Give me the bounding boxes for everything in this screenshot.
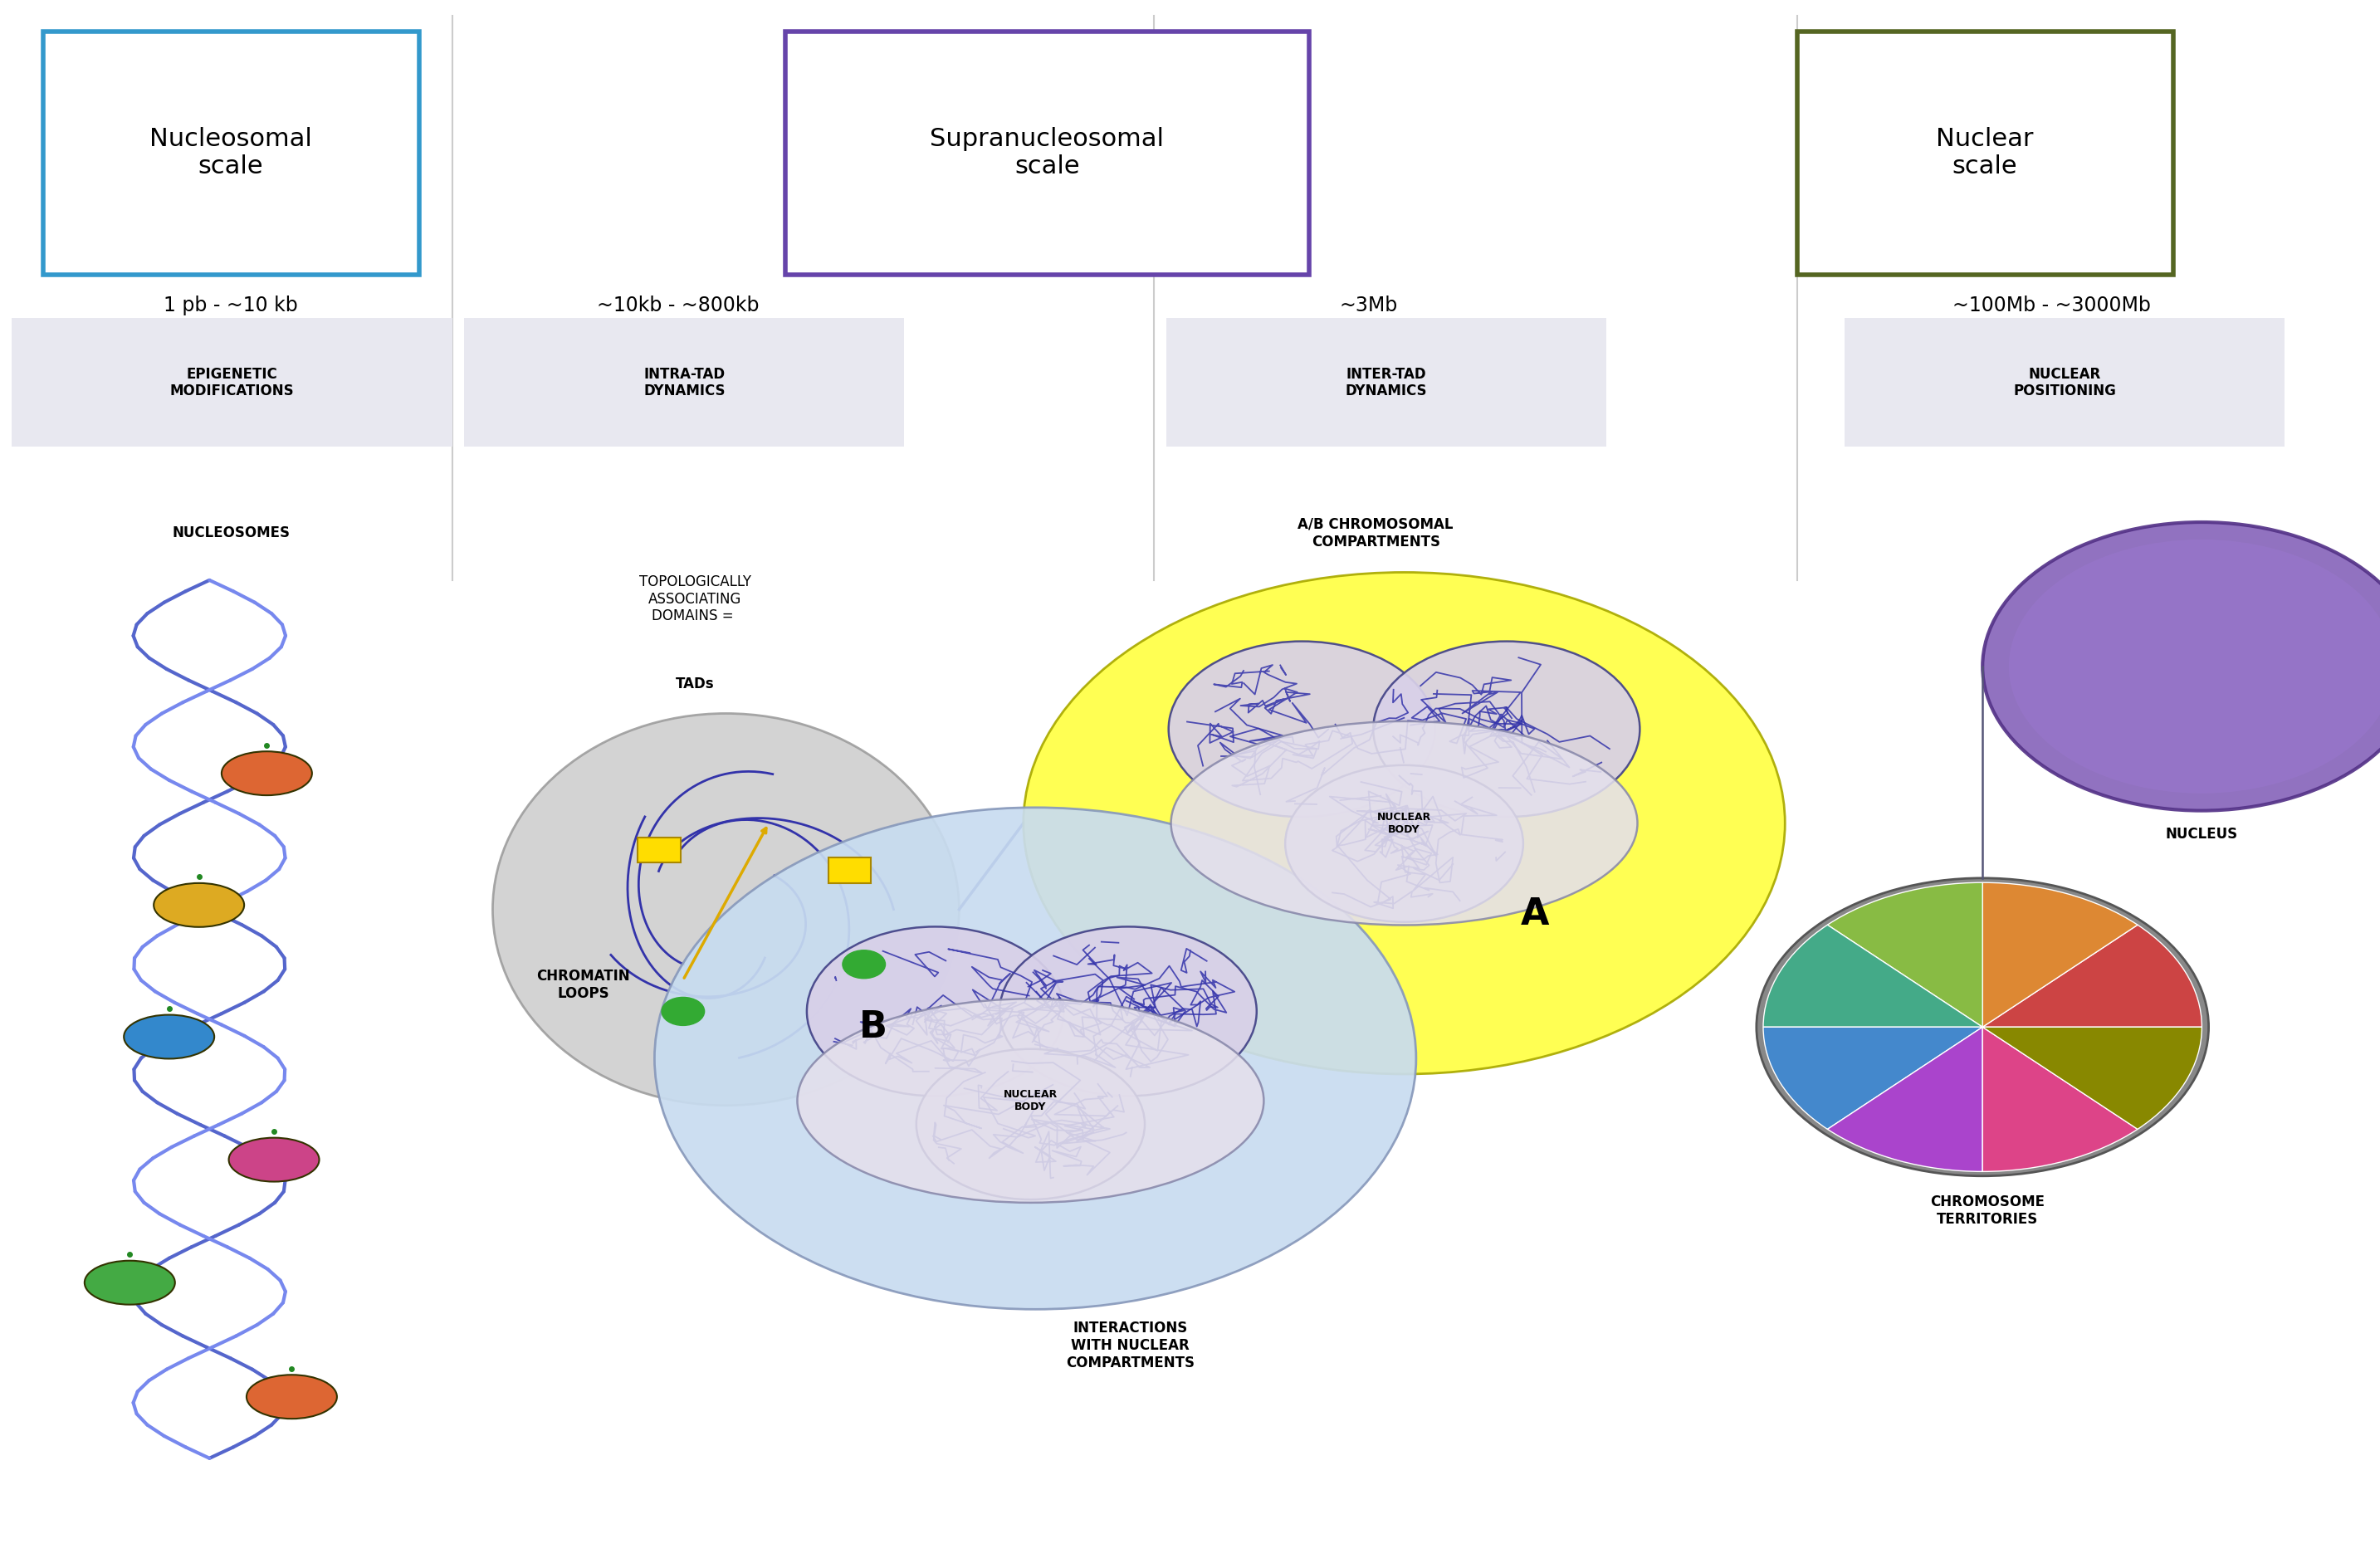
FancyBboxPatch shape: [43, 31, 419, 274]
Ellipse shape: [155, 883, 245, 927]
Circle shape: [1373, 641, 1640, 817]
Wedge shape: [1828, 883, 1983, 1027]
FancyBboxPatch shape: [828, 858, 871, 883]
Text: ~10kb - ~800kb: ~10kb - ~800kb: [597, 296, 759, 315]
Wedge shape: [1764, 1027, 1983, 1129]
Text: CHROMATIN
LOOPS: CHROMATIN LOOPS: [536, 969, 631, 1000]
Text: EPIGENETIC
MODIFICATIONS: EPIGENETIC MODIFICATIONS: [169, 367, 295, 398]
Ellipse shape: [228, 1138, 319, 1182]
Circle shape: [843, 950, 885, 978]
Wedge shape: [1983, 1027, 2137, 1171]
Text: NUCLEOSOMES: NUCLEOSOMES: [171, 525, 290, 541]
Circle shape: [2009, 539, 2380, 793]
Text: A/B CHROMOSOMAL
COMPARTMENTS: A/B CHROMOSOMAL COMPARTMENTS: [1297, 517, 1454, 549]
Text: ~3Mb: ~3Mb: [1340, 296, 1397, 315]
FancyBboxPatch shape: [1797, 31, 2173, 274]
Text: CHROMOSOME
TERRITORIES: CHROMOSOME TERRITORIES: [1930, 1195, 2044, 1226]
Ellipse shape: [86, 1261, 176, 1305]
Wedge shape: [1828, 1027, 1983, 1171]
Text: NUCLEUS: NUCLEUS: [2166, 826, 2237, 842]
Circle shape: [1023, 572, 1785, 1074]
FancyBboxPatch shape: [464, 318, 904, 447]
Text: B: B: [859, 1010, 888, 1044]
Text: ~100Mb - ~3000Mb: ~100Mb - ~3000Mb: [1952, 296, 2152, 315]
Circle shape: [807, 927, 1064, 1096]
Circle shape: [1983, 522, 2380, 811]
FancyBboxPatch shape: [12, 318, 452, 447]
Ellipse shape: [124, 1014, 214, 1058]
Circle shape: [1000, 927, 1257, 1096]
Text: A: A: [1521, 897, 1549, 931]
Text: NUCLEAR
POSITIONING: NUCLEAR POSITIONING: [2013, 367, 2116, 398]
Circle shape: [1756, 878, 2209, 1176]
Text: Nuclear
scale: Nuclear scale: [1937, 127, 2033, 179]
Text: INTERACTIONS
WITH NUCLEAR
COMPARTMENTS: INTERACTIONS WITH NUCLEAR COMPARTMENTS: [1066, 1320, 1195, 1370]
Ellipse shape: [221, 751, 312, 795]
FancyBboxPatch shape: [785, 31, 1309, 274]
Text: Nucleosomal
scale: Nucleosomal scale: [150, 127, 312, 179]
Text: NUCLEAR
BODY: NUCLEAR BODY: [1004, 1090, 1057, 1112]
Circle shape: [662, 997, 704, 1025]
Text: NUCLEAR
BODY: NUCLEAR BODY: [1378, 812, 1430, 834]
FancyBboxPatch shape: [1166, 318, 1607, 447]
Ellipse shape: [493, 713, 959, 1105]
Text: INTRA-TAD
DYNAMICS: INTRA-TAD DYNAMICS: [643, 367, 726, 398]
Wedge shape: [1983, 1027, 2202, 1129]
Text: 1 pb - ~10 kb: 1 pb - ~10 kb: [164, 296, 298, 315]
Text: INTER-TAD
DYNAMICS: INTER-TAD DYNAMICS: [1345, 367, 1428, 398]
Text: TADs: TADs: [676, 676, 714, 691]
Ellipse shape: [797, 999, 1264, 1203]
Circle shape: [1285, 765, 1523, 922]
Wedge shape: [1983, 925, 2202, 1027]
FancyBboxPatch shape: [638, 837, 681, 862]
Text: Supranucleosomal
scale: Supranucleosomal scale: [931, 127, 1164, 179]
Circle shape: [655, 808, 1416, 1309]
Wedge shape: [1764, 925, 1983, 1027]
Circle shape: [1169, 641, 1435, 817]
Text: TOPOLOGICALLY
ASSOCIATING
DOMAINS =: TOPOLOGICALLY ASSOCIATING DOMAINS =: [638, 574, 752, 624]
Ellipse shape: [1171, 721, 1637, 925]
FancyBboxPatch shape: [1845, 318, 2285, 447]
Wedge shape: [1983, 883, 2137, 1027]
Ellipse shape: [248, 1375, 338, 1419]
Circle shape: [916, 1049, 1145, 1200]
